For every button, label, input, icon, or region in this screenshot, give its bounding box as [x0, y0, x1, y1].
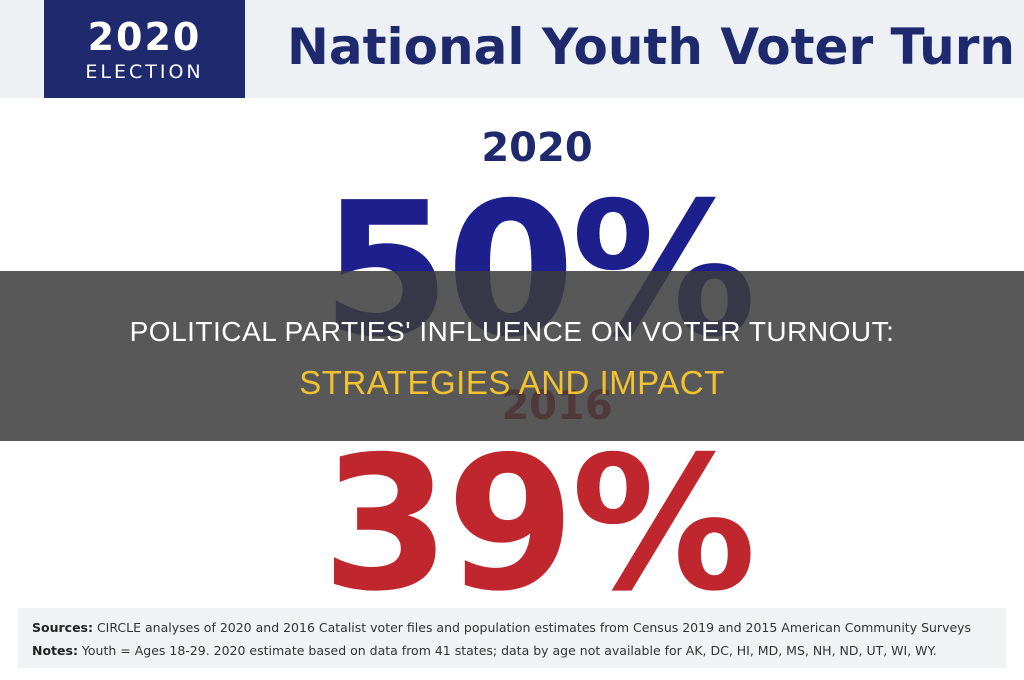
result-turnout-2016: 39% — [321, 416, 757, 632]
overlay-title: POLITICAL PARTIES' INFLUENCE ON VOTER TU… — [129, 316, 895, 347]
badge-year: 2020 — [87, 15, 202, 59]
notes-line: Notes: Youth = Ages 18-29. 2020 estimate… — [32, 643, 937, 658]
infographic-headline: National Youth Voter Turn — [287, 18, 1015, 76]
title-overlay-band — [0, 271, 1024, 441]
sources-label: Sources: — [32, 620, 93, 635]
notes-text: Youth = Ages 18-29. 2020 estimate based … — [77, 643, 937, 658]
sources-line: Sources: CIRCLE analyses of 2020 and 201… — [32, 620, 972, 635]
headline-clip: National Youth Voter Turn — [0, 0, 1024, 98]
sources-footer: Sources: CIRCLE analyses of 2020 and 201… — [18, 608, 1006, 668]
overlay-subtitle: STRATEGIES AND IMPACT — [299, 364, 725, 401]
notes-label: Notes: — [32, 643, 78, 658]
badge-label: ELECTION — [85, 61, 204, 83]
result-year-2020: 2020 — [481, 125, 593, 171]
election-badge: 2020 ELECTION — [44, 0, 245, 98]
sources-text: CIRCLE analyses of 2020 and 2016 Catalis… — [92, 620, 972, 635]
